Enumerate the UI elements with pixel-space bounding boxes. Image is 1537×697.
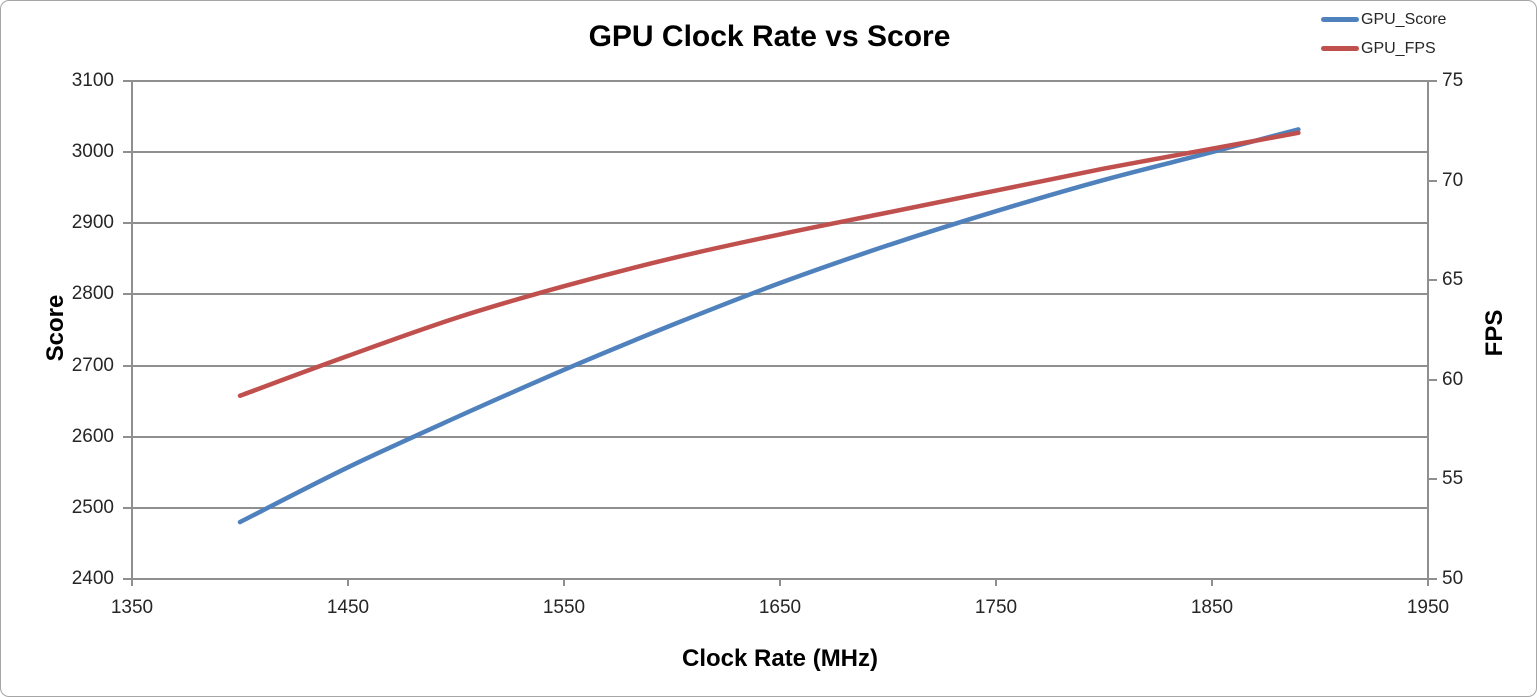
x-axis-tick [995, 579, 997, 586]
y-axis-left-tick [123, 578, 132, 580]
plot-area [237, 127, 1301, 525]
x-axis-tick-label: 1650 [758, 597, 802, 618]
y-axis-line-left [131, 81, 133, 579]
y-axis-right-tick-label: 70 [1442, 169, 1464, 191]
x-axis-tick-label: 1450 [326, 597, 370, 618]
gridline [132, 293, 1428, 296]
gridline [132, 80, 1428, 82]
legend: GPU_Score GPU_FPS [1321, 5, 1446, 63]
y-axis-right-tick-label: 60 [1442, 368, 1464, 390]
y-axis-left-tick-label: 3100 [71, 70, 114, 91]
x-axis-tick [347, 579, 349, 586]
y-axis-right-tick [1428, 179, 1437, 182]
y-axis-right-tick [1428, 279, 1437, 282]
legend-label-gpu-fps: GPU_FPS [1361, 39, 1436, 57]
y-axis-left-tick-label: 2900 [71, 212, 114, 234]
x-axis-title: Clock Rate (MHz) [681, 645, 879, 672]
x-axis-tick-label: 1550 [542, 597, 586, 618]
y-axis-line-right [1427, 81, 1429, 579]
y-axis-left-tick-label: 2700 [71, 354, 114, 376]
x-axis-tick [1211, 579, 1213, 586]
y-axis-right-tick-label: 50 [1442, 568, 1464, 589]
y-axis-left-tick-label: 2400 [71, 568, 114, 589]
y-axis-left-tick-label: 3000 [71, 141, 114, 163]
y-axis-right-tick [1428, 578, 1437, 580]
x-axis-tick [779, 579, 781, 586]
y-axis-left-tick [123, 222, 132, 225]
x-axis-tick-label: 1950 [1406, 597, 1450, 618]
y-axis-left-tick-label: 2500 [71, 496, 114, 518]
y-axis-left-tick [123, 435, 132, 438]
gpu-fps-line-swatch [1321, 46, 1359, 51]
legend-item-gpu-score: GPU_Score [1321, 5, 1446, 34]
y-axis-right-tick-label: 65 [1442, 269, 1464, 291]
x-axis-tick [131, 579, 133, 586]
x-axis-tick-label: 1850 [1190, 597, 1234, 618]
gpu-fps-line [237, 130, 1301, 398]
gridline [132, 506, 1428, 509]
chart-title: GPU Clock Rate vs Score [588, 20, 951, 53]
gpu-score-line-swatch [1321, 17, 1359, 22]
legend-label-gpu-score: GPU_Score [1361, 10, 1447, 28]
y-axis-right-tick [1428, 80, 1437, 82]
gpu-score-line [237, 127, 1301, 525]
y-axis-left-tick [123, 506, 132, 509]
x-axis-tick-label: 1350 [110, 597, 154, 618]
gridline [132, 364, 1428, 367]
y-axis-left-tick-label: 2600 [71, 425, 114, 447]
y-axis-left-tick [123, 151, 132, 154]
x-axis-tick [1427, 579, 1429, 586]
legend-item-gpu-fps: GPU_FPS [1321, 34, 1446, 63]
x-axis-tick [563, 579, 565, 586]
y-axis-left-tick [123, 293, 132, 296]
y-axis-right-tick [1428, 378, 1437, 381]
y-axis-left-tick-label: 2800 [71, 283, 114, 305]
gridline [132, 222, 1428, 225]
y-axis-left-tick [123, 364, 132, 367]
y-axis-right-tick [1428, 478, 1437, 481]
y-axis-title-left: Score [42, 294, 69, 362]
y-axis-left-tick [123, 80, 132, 82]
x-axis-tick-label: 1750 [974, 597, 1018, 618]
gridline [132, 151, 1428, 154]
y-axis-right-tick-label: 55 [1442, 468, 1464, 490]
y-axis-right-tick-label: 75 [1442, 70, 1464, 91]
gridline [132, 435, 1428, 438]
